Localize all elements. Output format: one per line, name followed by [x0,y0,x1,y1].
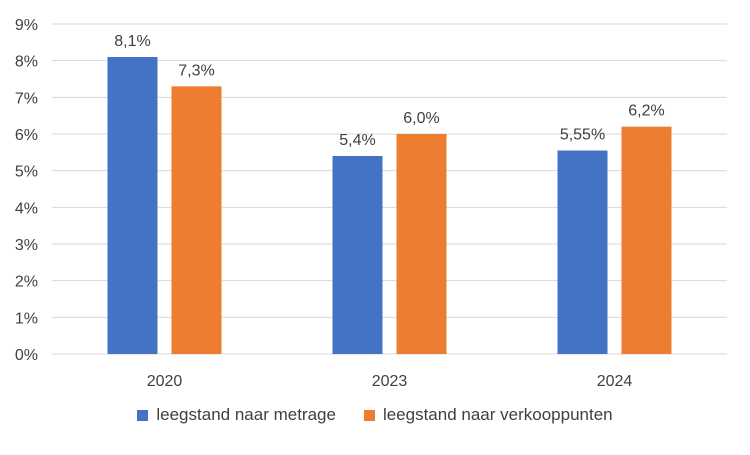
legend-swatch-metrage [137,409,149,421]
x-tick-label: 2020 [147,373,183,390]
data-label: 6,2% [628,103,664,120]
bar-2024-series-0 [557,150,608,354]
legend-label-metrage: leegstand naar metrage [156,405,336,424]
bar-2020-series-0 [107,57,158,354]
data-label: 5,4% [339,132,375,149]
y-tick-label: 4% [15,200,38,217]
y-tick-label: 6% [15,127,38,144]
data-label: 7,3% [178,62,214,79]
x-tick-label: 2023 [372,373,408,390]
x-tick-label: 2024 [597,373,633,390]
bar-2020-series-1 [171,86,222,354]
y-tick-label: 0% [15,347,38,364]
data-label: 6,0% [403,110,439,127]
y-axis-tick-labels: 0% 1% 2% 3% 4% 5% 6% 7% 8% 9% [15,17,38,364]
y-tick-label: 3% [15,237,38,254]
data-labels: 8,1% 7,3% 5,4% 6,0% 5,55% 6,2% [114,33,664,149]
legend-label-verkooppunten: leegstand naar verkooppunten [382,405,613,424]
y-tick-label: 2% [15,274,38,291]
gridlines [52,23,727,355]
legend-item-metrage: leegstand naar metrage [137,405,336,425]
bar-2024-series-1 [621,126,672,355]
bars [107,57,672,355]
y-tick-label: 9% [15,17,38,34]
x-axis-tick-labels: 2020 2023 2024 [147,373,633,390]
y-tick-label: 1% [15,310,38,327]
y-tick-label: 5% [15,164,38,181]
data-label: 5,55% [560,127,605,144]
y-tick-label: 8% [15,54,38,71]
legend: leegstand naar metrage leegstand naar ve… [0,405,750,425]
bar-2023-series-1 [396,134,447,354]
legend-item-verkooppunten: leegstand naar verkooppunten [363,405,613,425]
legend-swatch-verkooppunten [363,409,375,421]
data-label: 8,1% [114,33,150,50]
y-tick-label: 7% [15,90,38,107]
bar-2023-series-0 [332,156,383,354]
